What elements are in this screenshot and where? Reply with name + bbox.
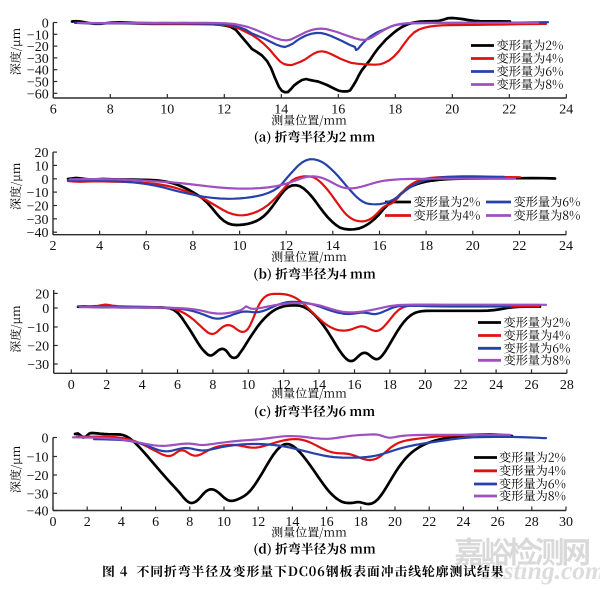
svg-text:0: 0 [42,302,49,317]
svg-text:−40: −40 [27,505,49,520]
svg-text:10: 10 [241,378,255,393]
svg-text:0: 0 [50,515,57,530]
svg-text:26: 26 [491,515,505,530]
svg-text:8: 8 [107,103,114,118]
svg-text:−10: −10 [27,451,49,466]
svg-text:−10: −10 [27,28,49,43]
svg-text:−20: −20 [27,200,49,215]
svg-text:10: 10 [217,515,231,530]
svg-text:8: 8 [189,239,196,254]
svg-text:28: 28 [560,378,574,393]
svg-text:−40: −40 [27,64,49,79]
svg-text:10: 10 [35,159,49,174]
svg-text:0: 0 [42,17,49,32]
svg-text:−40: −40 [27,226,49,241]
svg-text:20: 20 [445,103,459,118]
svg-text:0: 0 [68,378,75,393]
svg-text:18: 18 [419,239,433,254]
svg-text:12: 12 [217,103,231,118]
svg-text:30: 30 [559,515,573,530]
svg-text:18: 18 [388,103,402,118]
svg-text:16: 16 [348,378,362,393]
svg-text:12: 12 [277,378,291,393]
svg-text:−20: −20 [27,40,49,55]
svg-text:2: 2 [50,239,57,254]
svg-text:6: 6 [152,515,159,530]
svg-text:2: 2 [84,515,91,530]
svg-text:22: 22 [454,378,468,393]
svg-text:6: 6 [50,103,57,118]
svg-text:12: 12 [279,239,293,254]
svg-text:28: 28 [525,515,539,530]
svg-text:−10: −10 [27,321,49,336]
svg-text:24: 24 [489,378,503,393]
svg-text:22: 22 [512,239,526,254]
svg-text:8: 8 [186,515,193,530]
svg-text:8: 8 [209,378,216,393]
svg-text:2: 2 [103,378,110,393]
svg-text:4: 4 [139,378,146,393]
svg-text:−30: −30 [27,487,49,502]
svg-text:0: 0 [42,173,49,188]
svg-text:−60: −60 [27,87,49,102]
svg-text:16: 16 [373,239,387,254]
svg-text:22: 22 [422,515,436,530]
svg-text:14: 14 [312,378,326,393]
svg-text:10: 10 [233,239,247,254]
svg-text:24: 24 [559,103,573,118]
svg-text:4: 4 [118,515,125,530]
svg-text:26: 26 [525,378,539,393]
svg-text:18: 18 [354,515,368,530]
svg-text:18: 18 [383,378,397,393]
svg-text:20: 20 [466,239,480,254]
svg-text:20: 20 [418,378,432,393]
svg-text:0: 0 [42,432,49,447]
svg-text:14: 14 [274,103,288,118]
svg-text:−20: −20 [27,340,49,355]
svg-text:4: 4 [96,239,103,254]
svg-text:22: 22 [502,103,516,118]
svg-text:16: 16 [331,103,345,118]
svg-text:6: 6 [143,239,150,254]
svg-text:20: 20 [35,146,49,161]
svg-text:14: 14 [285,515,299,530]
svg-text:−20: −20 [27,469,49,484]
svg-text:20: 20 [388,515,402,530]
svg-text:10: 10 [160,103,174,118]
svg-text:−30: −30 [27,52,49,67]
svg-text:−10: −10 [27,186,49,201]
svg-text:−30: −30 [27,358,49,373]
svg-text:16: 16 [320,515,334,530]
svg-text:20: 20 [35,287,49,302]
svg-text:24: 24 [559,239,573,254]
svg-text:−30: −30 [27,213,49,228]
svg-text:14: 14 [326,239,340,254]
svg-text:12: 12 [251,515,265,530]
svg-text:−50: −50 [27,76,49,91]
svg-text:6: 6 [174,378,181,393]
svg-text:24: 24 [456,515,470,530]
